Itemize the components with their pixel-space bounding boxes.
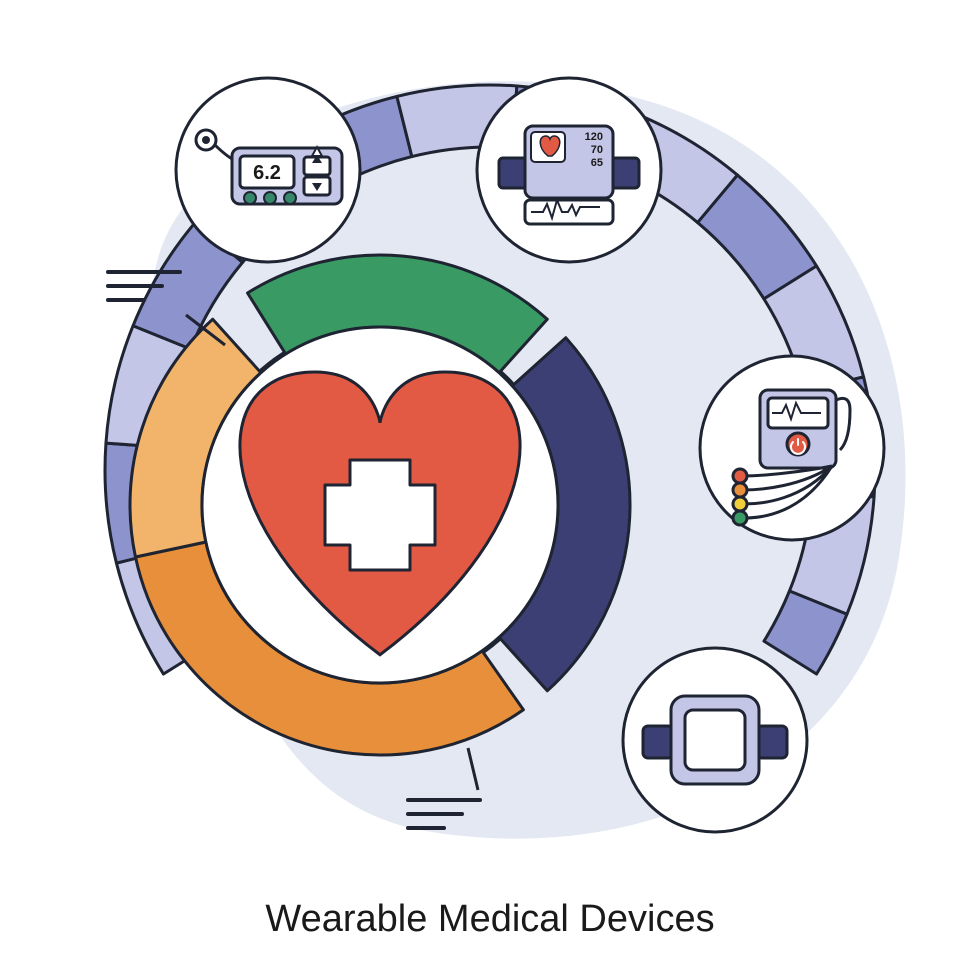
- svg-text:65: 65: [591, 157, 603, 169]
- device-circle-watch: [623, 648, 807, 832]
- device-circle-ecg: [700, 356, 884, 540]
- svg-text:70: 70: [591, 144, 603, 156]
- svg-text:120: 120: [585, 131, 603, 143]
- device-circle-bpwatch: 1207065: [477, 78, 661, 262]
- infographic-title: Wearable Medical Devices: [0, 898, 980, 941]
- infographic-canvas: 6.2 1207065 Wearable Medical Devices: [0, 0, 980, 980]
- device-circle-glucose: 6.2: [176, 78, 360, 262]
- infographic-svg: 6.2 1207065: [0, 0, 980, 980]
- svg-text:6.2: 6.2: [253, 162, 281, 184]
